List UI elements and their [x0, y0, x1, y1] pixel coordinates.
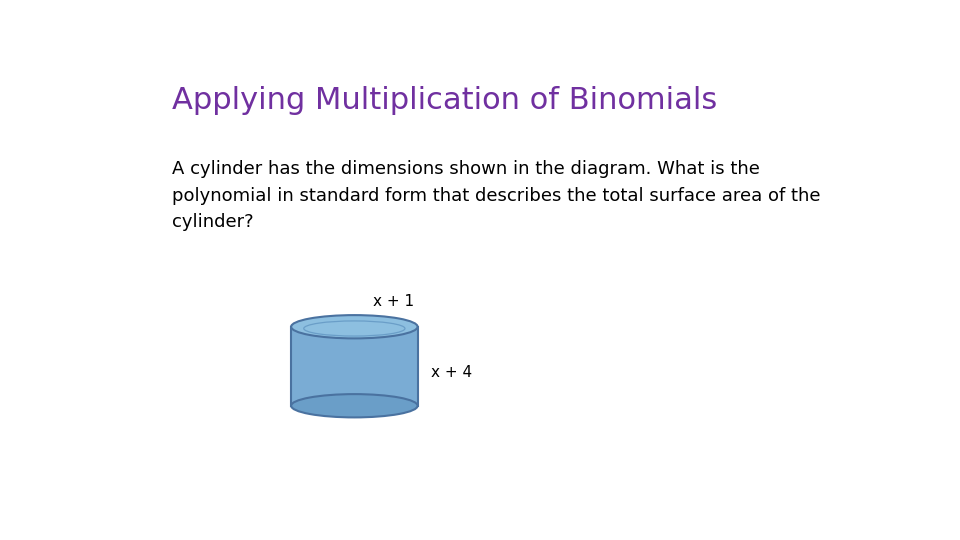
- Text: A cylinder has the dimensions shown in the diagram. What is the
polynomial in st: A cylinder has the dimensions shown in t…: [172, 160, 821, 231]
- Text: Applying Multiplication of Binomials: Applying Multiplication of Binomials: [172, 85, 717, 114]
- Ellipse shape: [291, 394, 418, 417]
- Text: x + 1: x + 1: [373, 294, 415, 309]
- Polygon shape: [291, 327, 418, 406]
- Text: x + 4: x + 4: [431, 365, 472, 380]
- Ellipse shape: [291, 315, 418, 339]
